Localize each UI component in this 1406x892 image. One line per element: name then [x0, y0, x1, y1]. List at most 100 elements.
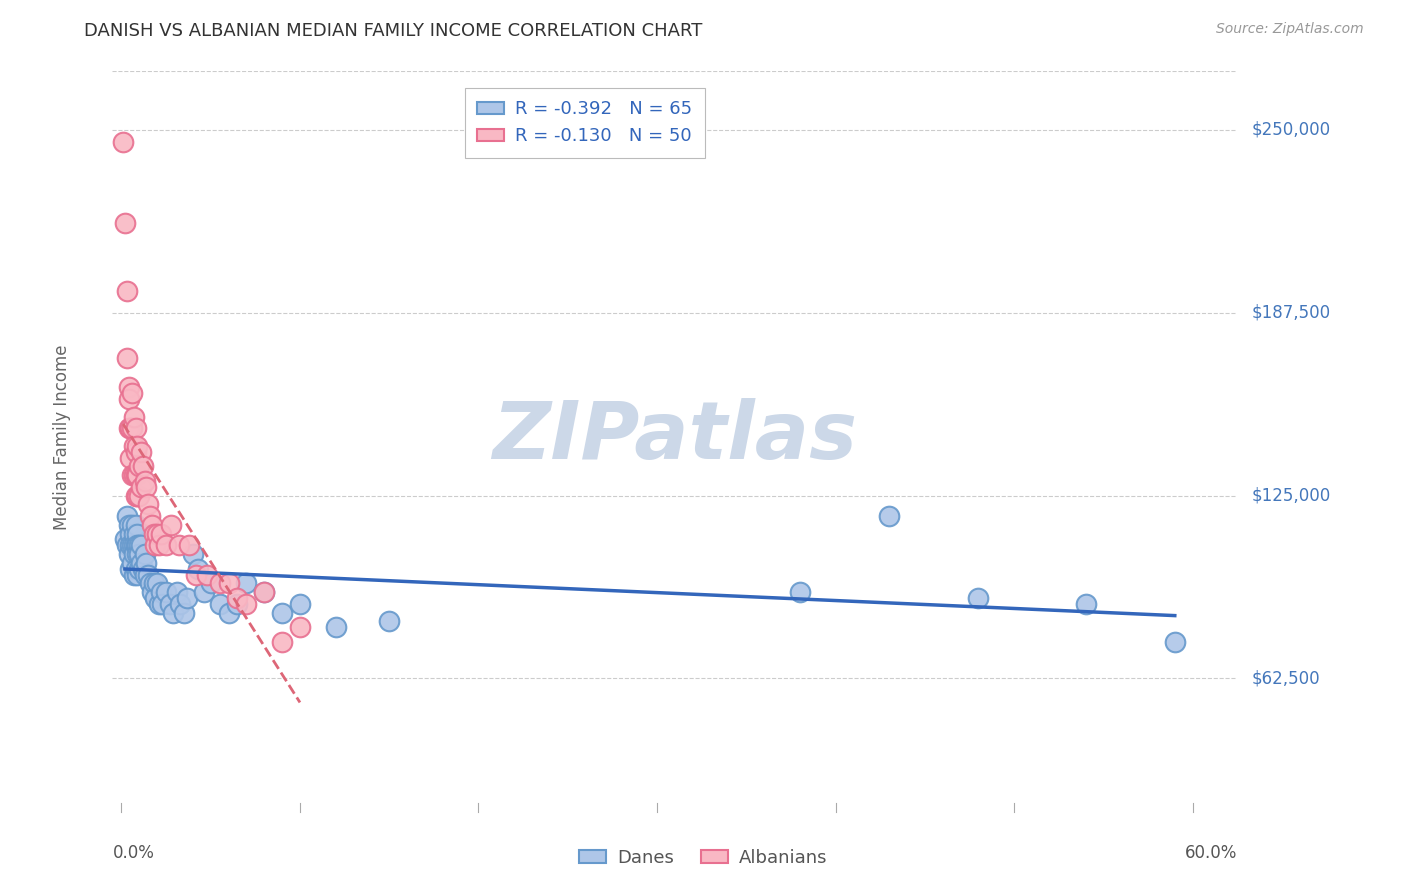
Point	[127, 489, 149, 503]
Point	[181, 547, 204, 561]
Point	[155, 585, 177, 599]
Point	[142, 576, 165, 591]
Text: 60.0%: 60.0%	[1185, 845, 1237, 863]
Point	[186, 567, 208, 582]
Text: DANISH VS ALBANIAN MEDIAN FAMILY INCOME CORRELATION CHART: DANISH VS ALBANIAN MEDIAN FAMILY INCOME …	[84, 22, 703, 40]
Point	[208, 597, 231, 611]
Point	[127, 439, 149, 453]
Point	[117, 380, 139, 394]
Point	[128, 459, 150, 474]
Point	[127, 468, 149, 483]
Point	[173, 606, 195, 620]
Point	[132, 562, 155, 576]
Point	[120, 421, 142, 435]
Point	[789, 585, 811, 599]
Point	[149, 526, 172, 541]
Point	[1164, 635, 1187, 649]
Point	[127, 567, 149, 582]
Point	[195, 567, 218, 582]
Point	[208, 576, 231, 591]
Point	[121, 517, 143, 532]
Point	[122, 526, 145, 541]
Point	[166, 585, 188, 599]
Point	[125, 562, 148, 576]
Point	[187, 562, 209, 576]
Point	[121, 538, 143, 552]
Point	[253, 585, 276, 599]
Point	[127, 526, 149, 541]
Point	[128, 538, 150, 552]
Point	[125, 489, 148, 503]
Point	[149, 585, 172, 599]
Point	[139, 509, 162, 524]
Text: $187,500: $187,500	[1251, 304, 1330, 322]
Text: $62,500: $62,500	[1251, 670, 1320, 688]
Point	[193, 585, 215, 599]
Point	[136, 567, 159, 582]
Point	[117, 392, 139, 406]
Point	[129, 556, 152, 570]
Point	[121, 556, 143, 570]
Point	[122, 538, 145, 552]
Point	[288, 597, 311, 611]
Legend: Danes, Albanians: Danes, Albanians	[572, 842, 834, 874]
Point	[120, 562, 142, 576]
Point	[325, 620, 347, 634]
Point	[134, 547, 156, 561]
Point	[160, 517, 183, 532]
Point	[271, 606, 294, 620]
Point	[120, 526, 142, 541]
Point	[128, 547, 150, 561]
Point	[128, 562, 150, 576]
Point	[122, 468, 145, 483]
Point	[114, 533, 136, 547]
Point	[132, 459, 155, 474]
Point	[155, 538, 177, 552]
Point	[122, 567, 145, 582]
Point	[117, 421, 139, 435]
Point	[121, 421, 143, 435]
Point	[200, 576, 222, 591]
Point	[129, 444, 152, 458]
Point	[125, 538, 148, 552]
Point	[253, 585, 276, 599]
Point	[142, 526, 165, 541]
Legend: R = -0.392   N = 65, R = -0.130   N = 50: R = -0.392 N = 65, R = -0.130 N = 50	[465, 87, 704, 158]
Point	[143, 591, 166, 605]
Point	[122, 409, 145, 424]
Point	[139, 576, 162, 591]
Point	[152, 597, 174, 611]
Point	[125, 517, 148, 532]
Point	[112, 135, 135, 149]
Point	[115, 351, 138, 365]
Point	[169, 597, 191, 611]
Point	[122, 547, 145, 561]
Point	[179, 538, 201, 552]
Point	[162, 606, 184, 620]
Point	[167, 538, 190, 552]
Point	[135, 480, 157, 494]
Point	[115, 284, 138, 298]
Point	[146, 576, 169, 591]
Point	[129, 538, 152, 552]
Point	[121, 468, 143, 483]
Point	[967, 591, 990, 605]
Point	[148, 538, 170, 552]
Point	[115, 509, 138, 524]
Point	[148, 597, 170, 611]
Point	[141, 585, 163, 599]
Point	[121, 386, 143, 401]
Point	[288, 620, 311, 634]
Point	[127, 547, 149, 561]
Point	[226, 591, 249, 605]
Point	[127, 538, 149, 552]
Text: $125,000: $125,000	[1251, 487, 1330, 505]
Point	[134, 474, 156, 488]
Point	[226, 597, 249, 611]
Point	[134, 567, 156, 582]
Point	[378, 615, 401, 629]
Point	[877, 509, 900, 524]
Point	[117, 547, 139, 561]
Point	[120, 450, 142, 465]
Point	[129, 480, 152, 494]
